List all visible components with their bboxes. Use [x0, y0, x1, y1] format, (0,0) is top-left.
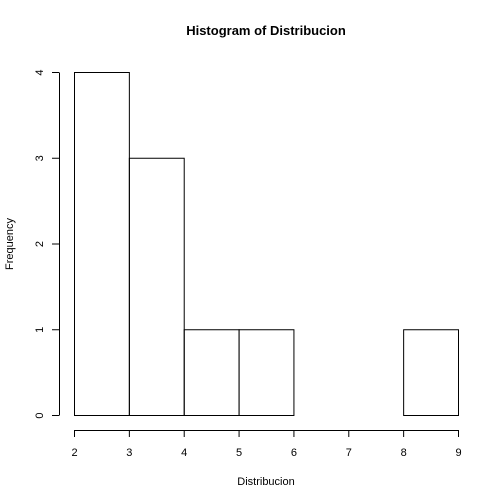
y-tick-label-3: 3	[34, 155, 46, 161]
chart-title: Histogram of Distribucion	[186, 23, 346, 38]
x-tick-label-3: 3	[126, 447, 132, 459]
x-tick-label-4: 4	[181, 447, 187, 459]
x-axis: 2 3 4 5 6 7 8 9	[71, 430, 462, 459]
x-tick-label-7: 7	[346, 447, 352, 459]
y-tick-label-2: 2	[34, 241, 46, 247]
histogram-bar-2	[183, 329, 240, 416]
histogram-bar-6	[403, 329, 459, 416]
histogram-bars	[74, 72, 459, 416]
y-tick-label-0: 0	[34, 412, 46, 418]
x-tick-label-9: 9	[455, 447, 461, 459]
y-axis: 0 1 2 3 4	[34, 69, 60, 419]
x-axis-label: Distribucion	[237, 476, 294, 488]
x-tick-label-8: 8	[401, 447, 407, 459]
y-axis-label: Frequency	[4, 218, 16, 270]
y-tick-label-1: 1	[34, 327, 46, 333]
x-tick-label-6: 6	[291, 447, 297, 459]
x-tick-label-5: 5	[236, 447, 242, 459]
histogram-bar-3	[238, 329, 295, 416]
x-tick-label-2: 2	[71, 447, 77, 459]
histogram-bar-1	[128, 157, 185, 416]
histogram-bar-0	[74, 72, 130, 416]
y-tick-label-4: 4	[34, 69, 46, 75]
